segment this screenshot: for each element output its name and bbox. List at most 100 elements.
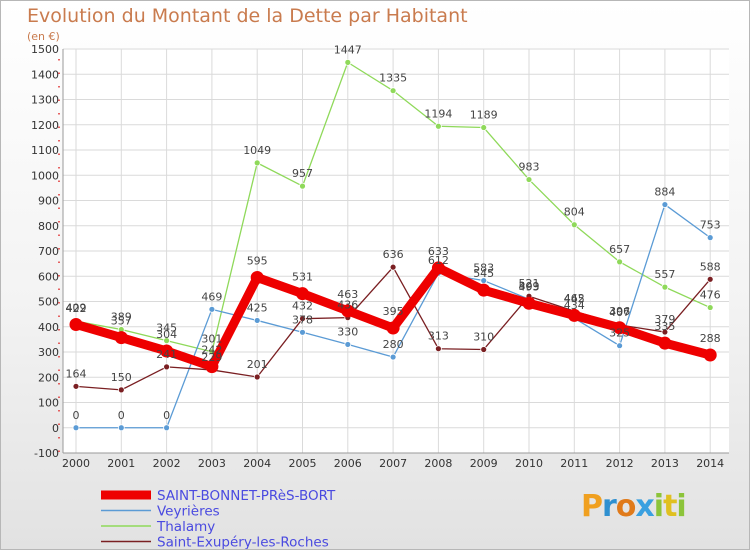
data-label: 1189: [470, 109, 498, 122]
data-label: 436: [337, 299, 358, 312]
data-label: 310: [473, 330, 494, 343]
data-label: 396: [609, 305, 630, 318]
data-label: 531: [292, 271, 313, 284]
legend-label: Veyrières: [157, 504, 220, 520]
data-point: [480, 124, 488, 131]
data-point: [431, 261, 445, 275]
data-label: 425: [247, 301, 268, 314]
data-label: 0: [163, 409, 170, 422]
data-point: [341, 304, 355, 318]
x-tick-label: 2000: [62, 457, 90, 470]
data-point: [616, 342, 623, 350]
data-point: [299, 328, 306, 336]
data-point: [117, 386, 125, 394]
data-label: 1194: [424, 107, 452, 120]
x-tick-label: 2005: [289, 457, 317, 470]
y-tick-label: 300: [38, 346, 59, 359]
data-point: [525, 176, 533, 183]
data-point: [477, 283, 491, 297]
data-point: [72, 424, 80, 432]
logo-letter: i: [676, 489, 686, 524]
data-label: 595: [247, 255, 268, 268]
data-point: [661, 283, 669, 291]
data-point: [163, 424, 171, 432]
data-label: 379: [654, 313, 675, 326]
data-point: [706, 304, 714, 311]
x-tick-label: 2008: [424, 457, 452, 470]
data-label: 325: [609, 327, 630, 340]
y-tick-label: 0: [52, 422, 59, 435]
data-point: [250, 271, 264, 285]
data-label: 557: [654, 268, 675, 281]
data-label: 345: [156, 322, 177, 335]
data-label: 612: [428, 254, 449, 267]
legend-label: Thalamy: [156, 519, 215, 535]
data-label: 588: [700, 260, 721, 273]
x-tick-label: 2006: [334, 457, 362, 470]
y-tick-label: 1100: [31, 144, 59, 157]
data-point: [661, 201, 669, 208]
data-label: 983: [519, 161, 540, 174]
data-label: 657: [609, 243, 630, 256]
data-label: 330: [337, 325, 358, 338]
data-label: 636: [383, 248, 404, 261]
data-point: [299, 315, 306, 323]
x-tick-label: 2011: [560, 457, 588, 470]
x-tick-label: 2001: [107, 457, 135, 470]
data-point: [296, 287, 309, 301]
y-tick-label: 600: [38, 270, 59, 283]
data-label: 804: [564, 206, 585, 219]
data-point: [386, 321, 400, 335]
data-point: [299, 182, 306, 190]
data-label: 395: [383, 305, 404, 318]
data-label: 1447: [334, 43, 362, 56]
data-label: 288: [700, 332, 721, 345]
logo-letter: i: [653, 489, 664, 524]
legend-label: SAINT-BONNET-PRèS-BORT: [157, 488, 336, 504]
y-tick-label: 1400: [31, 68, 59, 81]
y-tick-label: -100: [34, 447, 59, 460]
proxiti-logo: Proxiti: [581, 489, 687, 524]
data-point: [253, 317, 261, 324]
data-label: 150: [111, 371, 132, 384]
data-label: 463: [337, 288, 358, 301]
data-label: 583: [473, 262, 494, 275]
data-point: [344, 341, 352, 348]
data-point: [160, 344, 174, 358]
x-tick-label: 2010: [515, 457, 543, 470]
x-tick-label: 2004: [243, 457, 271, 470]
chart-unit-label: (en €): [27, 30, 60, 43]
data-point: [434, 122, 442, 130]
data-label: 884: [654, 186, 675, 199]
y-tick-label: 400: [38, 321, 59, 334]
data-label: 445: [564, 292, 585, 305]
y-tick-label: 1000: [31, 169, 59, 182]
data-label: 357: [111, 315, 132, 328]
y-tick-label: 1200: [31, 119, 59, 132]
chart-title: Evolution du Montant de la Dette par Hab…: [27, 5, 468, 27]
data-point: [658, 336, 672, 350]
data-point: [253, 373, 261, 381]
data-label: 493: [519, 280, 540, 293]
data-label: 313: [428, 330, 449, 343]
data-label: 389: [111, 311, 132, 324]
x-tick-label: 2012: [606, 457, 634, 470]
data-point: [434, 345, 442, 353]
data-point: [72, 382, 80, 390]
data-label: 407: [609, 306, 630, 319]
y-tick-label: 700: [38, 245, 59, 258]
data-point: [613, 321, 627, 335]
x-tick-label: 2014: [696, 457, 724, 470]
data-label: 0: [73, 409, 80, 422]
x-tick-label: 2003: [198, 457, 226, 470]
data-point: [706, 275, 714, 283]
logo-letter: P: [581, 489, 603, 524]
y-tick-label: 900: [38, 195, 59, 208]
data-point: [616, 258, 623, 266]
data-label: 229: [201, 351, 222, 364]
legend-label: Saint-Exupéry-les-Roches: [157, 535, 329, 550]
data-label: 409: [66, 301, 87, 314]
x-tick-label: 2013: [651, 457, 679, 470]
x-tick-label: 2009: [470, 457, 498, 470]
